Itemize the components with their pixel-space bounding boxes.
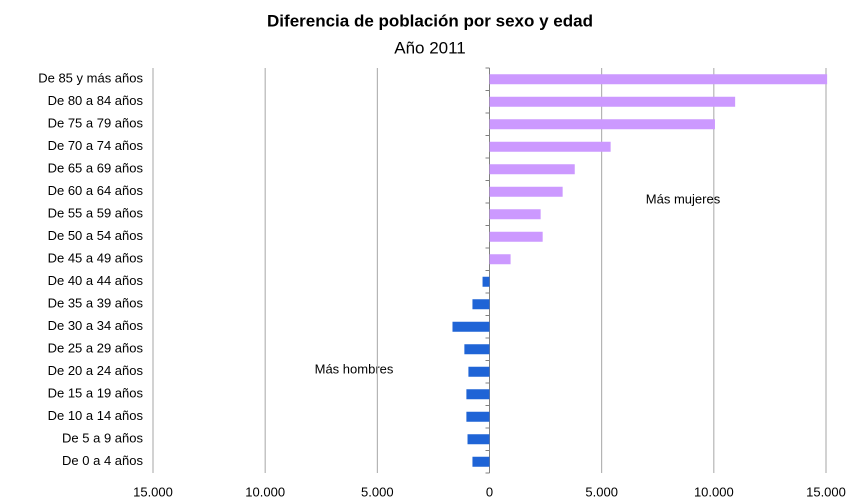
bar	[489, 74, 828, 85]
bar	[472, 299, 490, 310]
bar	[489, 231, 543, 242]
y-tick-label: De 0 a 4 años	[62, 453, 143, 468]
bar	[489, 164, 575, 175]
y-tick-label: De 55 a 59 años	[48, 206, 144, 221]
y-tick-label: De 20 a 24 años	[48, 363, 144, 378]
x-tick-label: 5.000	[585, 484, 618, 499]
bar	[489, 254, 511, 265]
x-tick-label: 0	[486, 484, 493, 499]
bar	[489, 209, 541, 220]
bar	[482, 276, 490, 287]
y-tick-label: De 40 a 44 años	[48, 273, 144, 288]
bar	[466, 411, 490, 422]
bar	[466, 389, 490, 400]
y-tick-label: De 15 a 19 años	[48, 386, 144, 401]
y-tick-label: De 60 a 64 años	[48, 183, 144, 198]
y-tick-label: De 85 y más años	[38, 71, 143, 86]
bar	[464, 344, 490, 355]
y-tick-label: De 50 a 54 años	[48, 228, 144, 243]
bar	[468, 366, 490, 377]
bar	[489, 119, 715, 130]
annotation: Más mujeres	[646, 191, 721, 206]
y-tick-label: De 5 a 9 años	[62, 431, 143, 446]
y-tick-label: De 70 a 74 años	[48, 138, 144, 153]
bar	[472, 456, 490, 467]
x-tick-label: 15.000	[133, 484, 173, 499]
x-tick-label: 5.000	[361, 484, 394, 499]
annotation: Más hombres	[315, 361, 394, 376]
bar	[489, 96, 736, 107]
chart-title: Diferencia de población por sexo y edad	[267, 11, 593, 30]
y-tick-label: De 10 a 14 años	[48, 408, 144, 423]
x-tick-label: 10.000	[245, 484, 285, 499]
y-tick-label: De 80 a 84 años	[48, 93, 144, 108]
y-tick-label: De 35 a 39 años	[48, 296, 144, 311]
x-tick-label: 10.000	[694, 484, 734, 499]
y-tick-label: De 25 a 29 años	[48, 341, 144, 356]
bar	[467, 434, 490, 445]
y-tick-label: De 75 a 79 años	[48, 116, 144, 131]
bar	[452, 321, 490, 332]
y-tick-label: De 65 a 69 años	[48, 161, 144, 176]
bar	[489, 141, 611, 152]
y-tick-label: De 30 a 34 años	[48, 318, 144, 333]
x-tick-label: 15.000	[806, 484, 846, 499]
bar	[489, 186, 563, 197]
y-tick-label: De 45 a 49 años	[48, 251, 144, 266]
chart-subtitle: Año 2011	[394, 38, 466, 57]
